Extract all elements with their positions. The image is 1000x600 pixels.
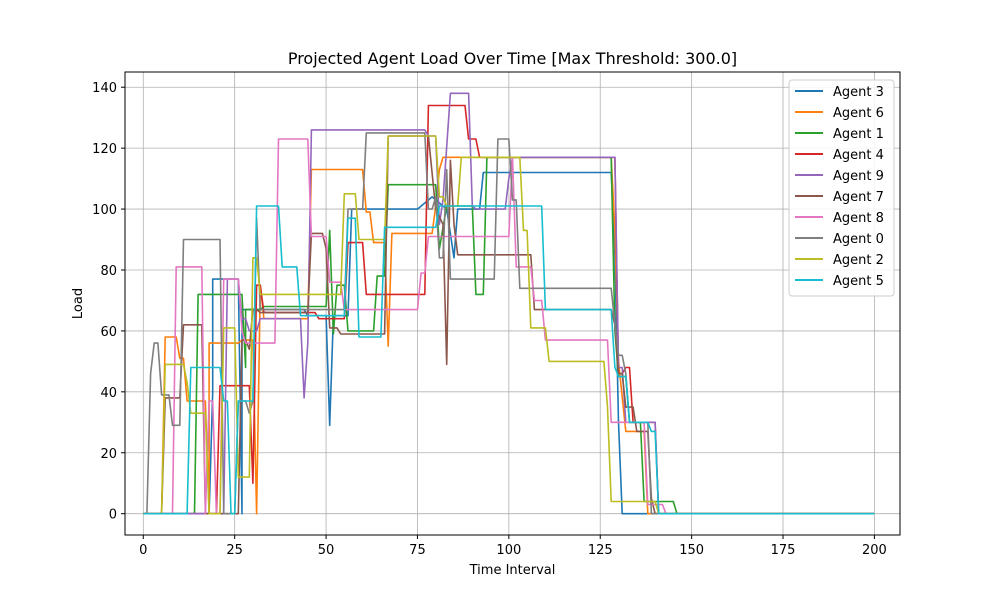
x-tick-label: 125 bbox=[588, 543, 613, 558]
legend-label: Agent 3 bbox=[833, 85, 884, 100]
legend-label: Agent 5 bbox=[833, 274, 884, 289]
chart-title: Projected Agent Load Over Time [Max Thre… bbox=[288, 49, 737, 68]
legend-label: Agent 2 bbox=[833, 253, 884, 268]
y-tick-label: 20 bbox=[100, 447, 117, 462]
legend-label: Agent 4 bbox=[833, 148, 884, 163]
legend-label: Agent 6 bbox=[833, 106, 884, 121]
x-tick-label: 50 bbox=[318, 543, 335, 558]
x-tick-label: 75 bbox=[409, 543, 426, 558]
x-tick-label: 100 bbox=[496, 543, 521, 558]
series-line-agent-5 bbox=[143, 205, 875, 515]
y-tick-label: 80 bbox=[100, 264, 117, 279]
y-tick-label: 60 bbox=[100, 325, 117, 340]
x-tick-label: 0 bbox=[139, 543, 147, 558]
legend-label: Agent 7 bbox=[833, 190, 884, 205]
legend-label: Agent 0 bbox=[833, 232, 884, 247]
series-line-agent-7 bbox=[143, 135, 875, 515]
plot-frame bbox=[124, 71, 901, 536]
y-tick-label: 0 bbox=[109, 508, 117, 523]
series-line-agent-4 bbox=[143, 104, 875, 515]
series-line-agent-3 bbox=[143, 171, 875, 515]
y-tick-label: 40 bbox=[100, 386, 117, 401]
legend-label: Agent 9 bbox=[833, 169, 884, 184]
x-tick-label: 25 bbox=[226, 543, 243, 558]
y-axis-label: Load bbox=[71, 288, 86, 319]
series-line-agent-0 bbox=[143, 132, 875, 515]
y-tick-label: 120 bbox=[92, 142, 117, 157]
legend: Agent 3 Agent 6 Agent 1 Agent 4 Agent 9 Agent… bbox=[788, 79, 895, 297]
ticks: 0 25 50 75 100 125 150 175 200 0 20 40 60 80 100 120 140 bbox=[92, 81, 887, 558]
x-tick-label: 200 bbox=[862, 543, 887, 558]
legend-label: Agent 8 bbox=[833, 211, 884, 226]
y-tick-label: 100 bbox=[92, 203, 117, 218]
x-tick-label: 175 bbox=[771, 543, 796, 558]
series-lines bbox=[143, 92, 875, 515]
x-tick-label: 150 bbox=[679, 543, 704, 558]
x-axis-label: Time Interval bbox=[469, 563, 556, 578]
y-tick-label: 140 bbox=[92, 81, 117, 96]
legend-label: Agent 1 bbox=[833, 127, 884, 142]
